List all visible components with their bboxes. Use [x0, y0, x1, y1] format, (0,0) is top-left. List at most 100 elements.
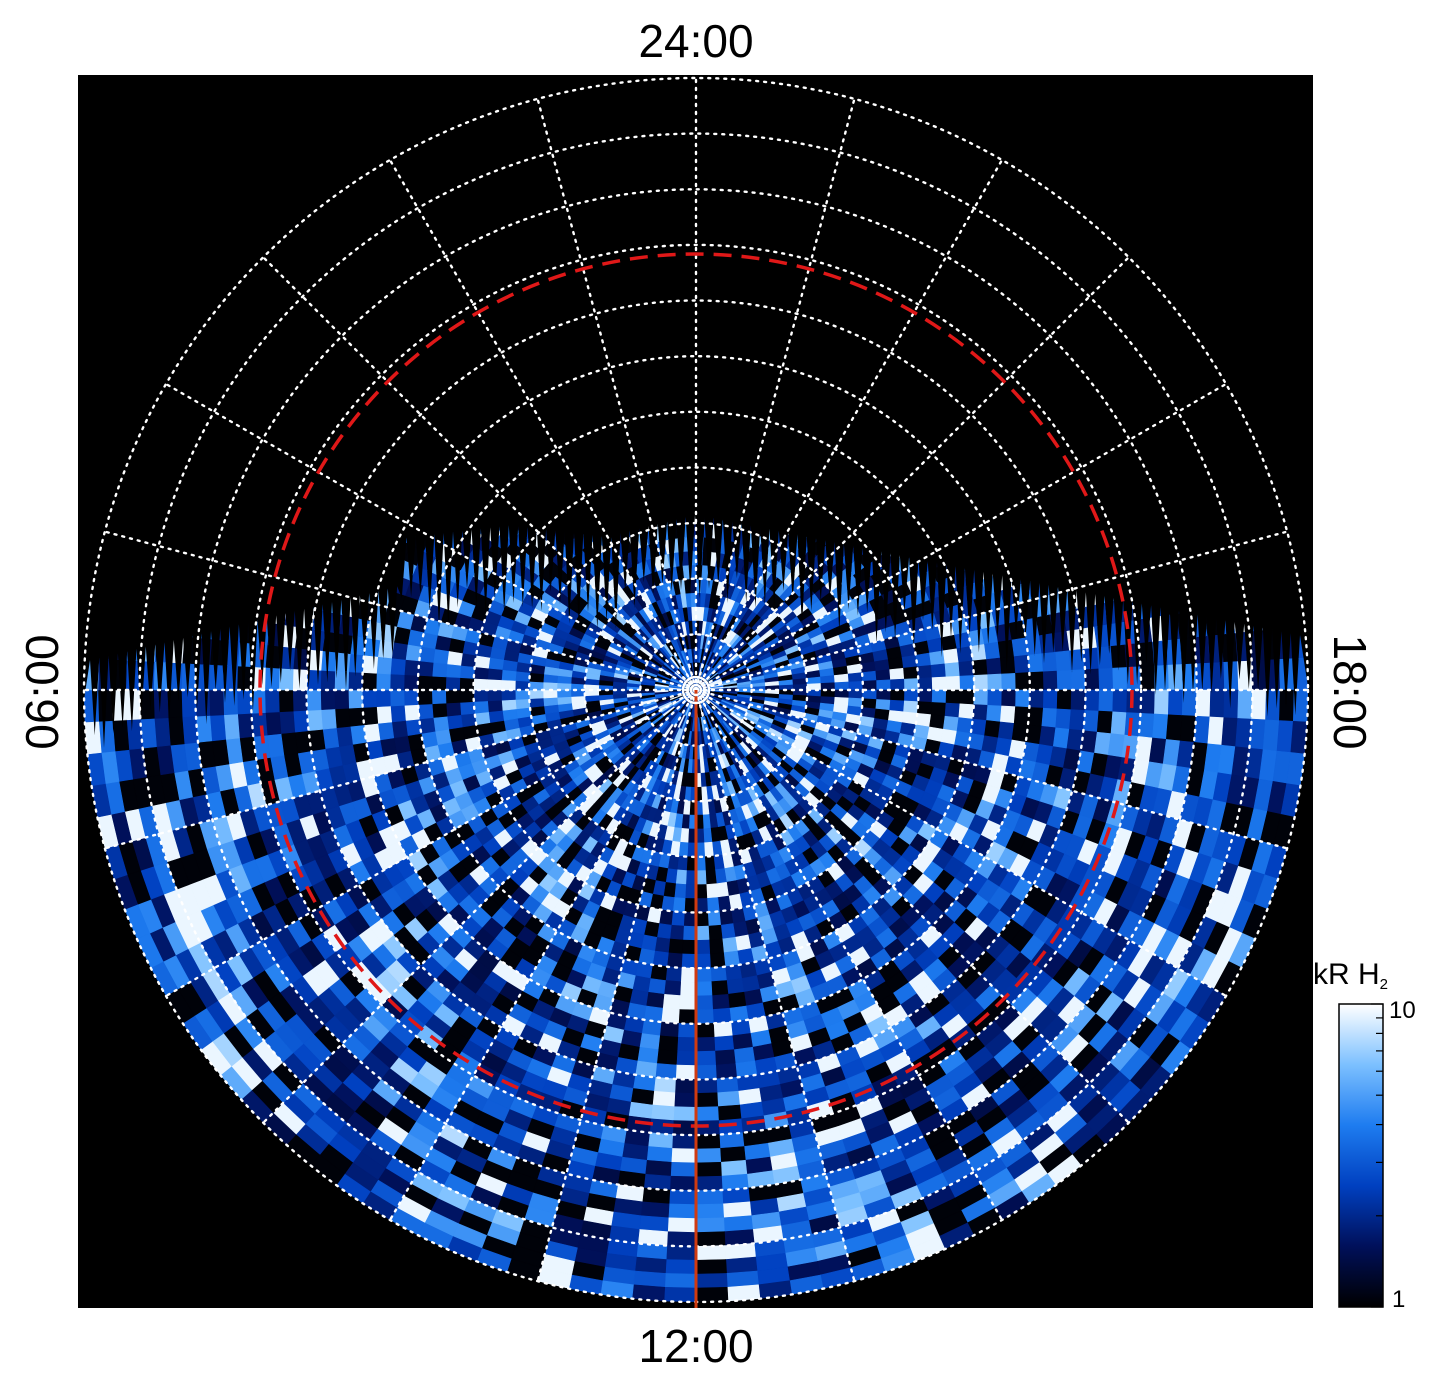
emission-cell	[713, 854, 725, 871]
emission-cell	[695, 1161, 722, 1178]
emission-cell	[1084, 689, 1100, 712]
emission-cell	[487, 689, 502, 702]
emission-cell	[929, 650, 946, 666]
emission-cell	[723, 1215, 754, 1233]
emission-cell	[999, 656, 1016, 675]
emission-cell	[958, 703, 975, 720]
emission-cell	[656, 923, 672, 940]
emission-cell	[930, 663, 947, 678]
colorbar-scale	[1338, 1003, 1384, 1308]
emission-cell	[973, 689, 989, 706]
emission-cell	[417, 703, 434, 720]
emission-cell	[862, 680, 878, 691]
emission-cell	[680, 967, 697, 983]
emission-cell	[1167, 689, 1184, 716]
emission-cell	[695, 1189, 724, 1205]
emission-cell	[389, 689, 405, 707]
emission-cell	[649, 964, 668, 981]
emission-cell	[487, 678, 502, 691]
emission-cell	[644, 1159, 672, 1177]
emission-cell	[973, 674, 989, 691]
emission-cell	[959, 675, 975, 691]
emission-cell	[473, 700, 489, 714]
emission-cell	[695, 1106, 719, 1122]
emission-cell	[874, 659, 891, 672]
emission-cell	[657, 1035, 679, 1052]
colorbar-label: kR H2	[1313, 958, 1388, 993]
emission-cell	[1055, 650, 1072, 672]
emission-cell	[695, 925, 710, 941]
emission-cell	[707, 910, 722, 927]
emission-cell	[944, 662, 961, 678]
emission-cell	[647, 978, 666, 995]
emission-cell	[673, 883, 687, 899]
emission-cell	[833, 673, 850, 684]
emission-cell	[725, 1256, 758, 1274]
emission-cell	[418, 646, 436, 663]
emission-cell	[703, 841, 714, 858]
emission-cell	[278, 710, 296, 734]
emission-cell	[984, 641, 1001, 660]
local-time-label-top: 24:00	[638, 15, 753, 67]
emission-cell	[719, 1146, 746, 1163]
emission-cell	[673, 1092, 697, 1108]
emission-cell	[695, 1148, 722, 1164]
emission-cell	[705, 883, 719, 899]
emission-cell	[542, 696, 559, 707]
emission-cell	[944, 702, 961, 718]
emission-cell	[347, 689, 363, 709]
emission-cell	[650, 1104, 675, 1121]
emission-cell	[446, 714, 463, 730]
emission-cell	[445, 676, 461, 691]
emission-cell	[942, 648, 960, 665]
emission-cell	[665, 966, 682, 983]
emission-cell	[528, 697, 545, 708]
emission-cell	[334, 707, 351, 729]
emission-cell	[685, 870, 697, 886]
emission-cell	[987, 689, 1003, 707]
emission-cell	[806, 676, 822, 685]
emission-cell	[706, 897, 720, 913]
emission-cell	[732, 920, 749, 938]
emission-cell	[712, 1007, 732, 1024]
emission-cell	[668, 1189, 697, 1205]
emission-cell	[684, 884, 697, 899]
emission-cell	[695, 911, 709, 927]
emission-cell	[670, 910, 685, 927]
emission-cell	[665, 1245, 697, 1261]
emission-cell	[514, 680, 530, 691]
emission-cell	[1124, 712, 1141, 737]
emission-cell	[986, 704, 1002, 723]
emission-cell	[473, 689, 488, 702]
emission-cell	[958, 660, 975, 677]
emission-cell	[1126, 689, 1142, 714]
emission-cell	[1001, 672, 1017, 691]
emission-cell	[682, 925, 697, 941]
emission-cell	[724, 964, 743, 981]
emission-cell	[695, 1217, 725, 1233]
emission-cell	[320, 708, 337, 730]
emission-cell	[459, 677, 475, 691]
emission-cell	[665, 1259, 697, 1275]
emission-cell	[1015, 689, 1031, 708]
emission-cell	[417, 660, 434, 677]
emission-cell	[1138, 712, 1155, 739]
emission-cell	[1069, 709, 1086, 732]
emission-cell	[716, 881, 729, 898]
emission-cell	[722, 1201, 752, 1219]
emission-cell	[515, 707, 532, 719]
emission-cell	[847, 672, 864, 683]
emission-cell	[695, 1273, 728, 1289]
emission-cell	[431, 702, 448, 718]
emission-cell	[987, 673, 1003, 691]
emission-cell	[1126, 666, 1142, 691]
emission-cell	[931, 676, 947, 691]
emission-cell	[640, 1201, 670, 1219]
emission-cell	[695, 898, 708, 913]
emission-cell	[1223, 689, 1239, 719]
emission-cell	[390, 657, 406, 676]
emission-cell	[848, 680, 864, 691]
emission-cell	[959, 689, 975, 705]
emission-cell	[848, 689, 864, 700]
emission-cell	[153, 717, 171, 748]
